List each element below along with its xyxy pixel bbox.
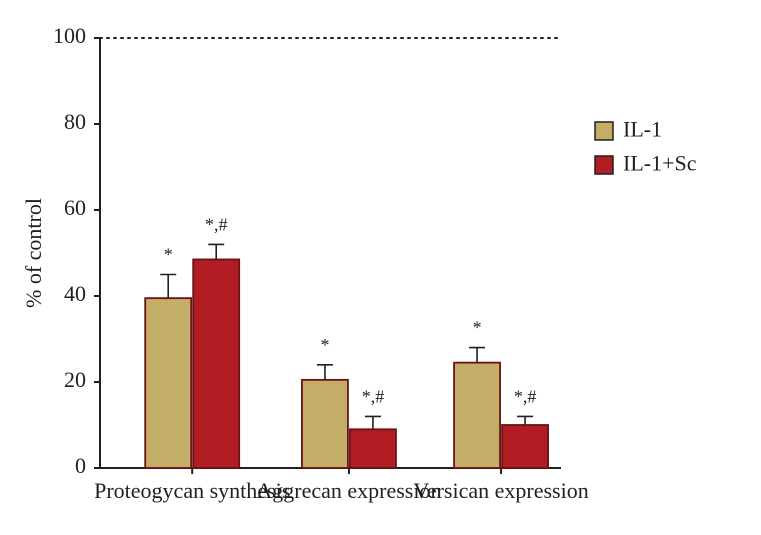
svg-text:*: * bbox=[473, 318, 482, 338]
svg-text:40: 40 bbox=[64, 281, 86, 306]
svg-text:20: 20 bbox=[64, 367, 86, 392]
svg-text:% of control: % of control bbox=[21, 198, 46, 308]
svg-text:100: 100 bbox=[53, 23, 86, 48]
svg-text:*,#: *,# bbox=[205, 214, 228, 234]
svg-text:Versican expression: Versican expression bbox=[413, 478, 588, 503]
svg-text:*: * bbox=[164, 245, 173, 265]
svg-text:IL-1: IL-1 bbox=[623, 116, 662, 141]
bar-chart: 020406080100% of controlProteogycan synt… bbox=[0, 0, 761, 535]
svg-text:*,#: *,# bbox=[362, 386, 385, 406]
svg-text:0: 0 bbox=[75, 453, 86, 478]
svg-text:80: 80 bbox=[64, 109, 86, 134]
svg-text:IL-1+Sc: IL-1+Sc bbox=[623, 150, 697, 175]
svg-text:*: * bbox=[320, 335, 329, 355]
svg-text:60: 60 bbox=[64, 195, 86, 220]
svg-text:*,#: *,# bbox=[514, 386, 537, 406]
chart-container: 020406080100% of controlProteogycan synt… bbox=[0, 0, 761, 535]
